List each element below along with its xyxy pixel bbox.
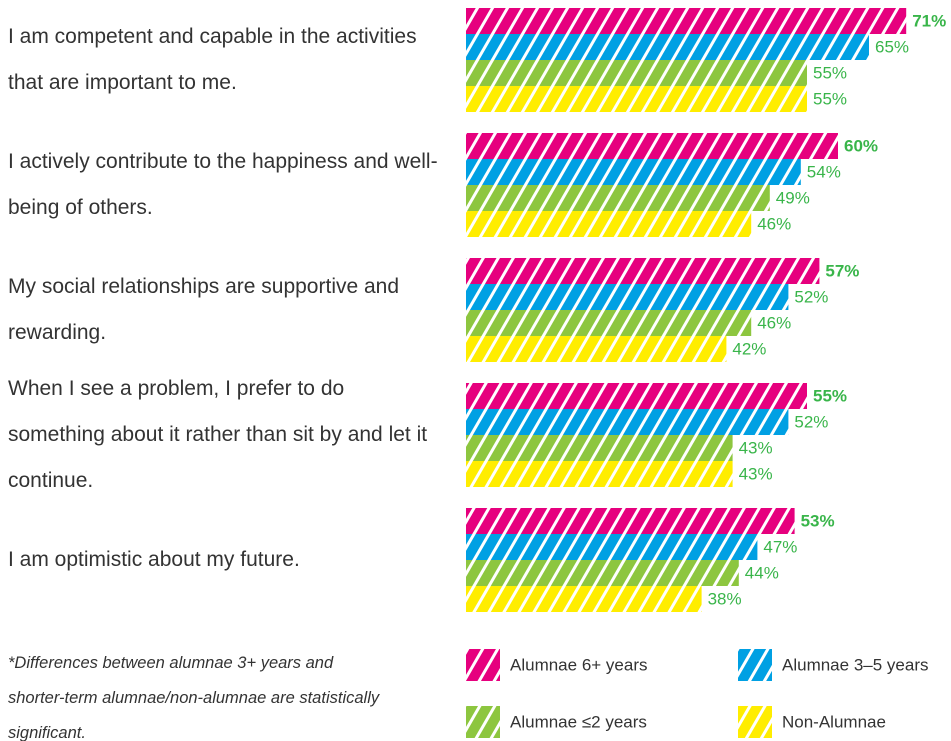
bar: [466, 534, 758, 560]
value-label: 55%: [813, 386, 847, 405]
value-label: 46%: [757, 214, 791, 233]
category-label: I am competent and capable in the activi…: [8, 25, 417, 94]
legend-swatch: [738, 649, 772, 681]
value-label: 71%: [912, 11, 946, 30]
category-label: I am optimistic about my future.: [8, 548, 300, 571]
bar: [466, 211, 752, 237]
bar: [466, 258, 820, 284]
category-label: When I see a problem, I prefer to do som…: [8, 377, 428, 492]
value-label: 52%: [794, 287, 828, 306]
category-label: I actively contribute to the happiness a…: [8, 150, 438, 219]
bar: [466, 133, 838, 159]
bar: [466, 461, 733, 487]
value-label: 52%: [794, 412, 828, 431]
bar: [466, 34, 869, 60]
legend-swatch: [738, 706, 772, 738]
value-label: 65%: [875, 37, 909, 56]
value-label: 43%: [739, 438, 773, 457]
value-label: 43%: [739, 464, 773, 483]
legend-label: Alumnae 6+ years: [510, 655, 648, 674]
value-label: 57%: [825, 261, 859, 280]
bar: [466, 60, 807, 86]
bar: [466, 310, 752, 336]
value-label: 53%: [801, 511, 835, 530]
value-label: 42%: [732, 339, 766, 358]
bar: [466, 508, 795, 534]
bar: [466, 560, 739, 586]
bar: [466, 284, 789, 310]
value-label: 47%: [763, 537, 797, 556]
value-label: 55%: [813, 63, 847, 82]
bar: [466, 185, 770, 211]
bar: [466, 383, 807, 409]
value-label: 54%: [807, 162, 841, 181]
category-label: My social relationships are supportive a…: [8, 275, 400, 344]
bar: [466, 8, 907, 34]
legend-label: Non-Alumnae: [782, 712, 886, 731]
legend-label: Alumnae ≤2 years: [510, 712, 647, 731]
value-label: 49%: [776, 188, 810, 207]
legend-swatch: [466, 649, 500, 681]
value-label: 44%: [745, 563, 779, 582]
value-label: 38%: [708, 589, 742, 608]
legend-label: Alumnae 3–5 years: [782, 655, 928, 674]
bar: [466, 435, 733, 461]
bar: [466, 409, 789, 435]
value-label: 46%: [757, 313, 791, 332]
bar: [466, 86, 807, 112]
legend-swatch: [466, 706, 500, 738]
value-label: 60%: [844, 136, 878, 155]
value-label: 55%: [813, 89, 847, 108]
bar: [466, 336, 727, 362]
bar: [466, 586, 702, 612]
bar: [466, 159, 801, 185]
footnote: *Differences between alumnae 3+ years an…: [8, 654, 380, 741]
